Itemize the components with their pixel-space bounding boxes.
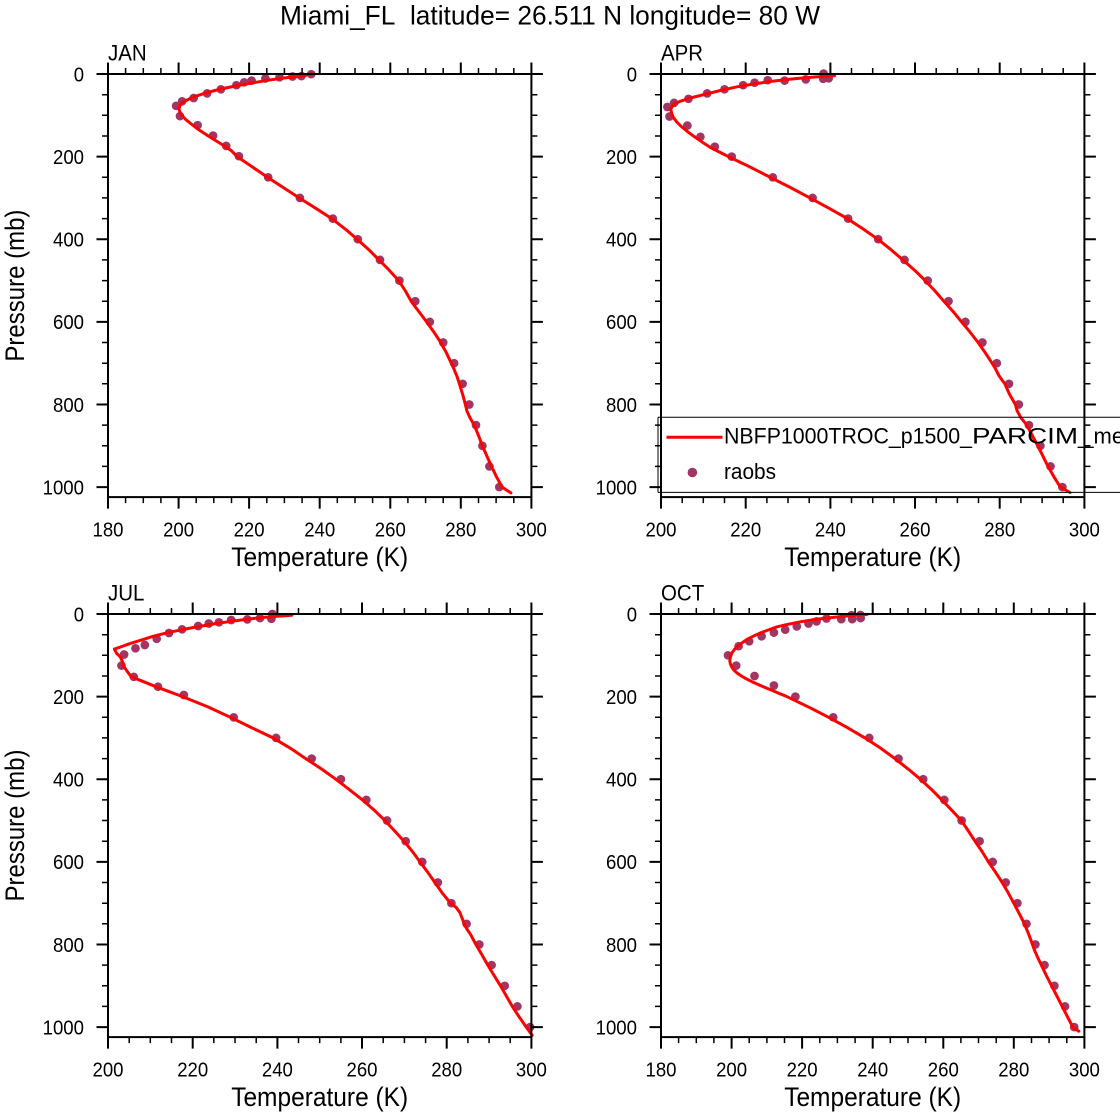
svg-text:Pressure (mb): Pressure (mb) (0, 750, 30, 902)
svg-text:OCT: OCT (661, 581, 704, 606)
svg-text:200: 200 (93, 1060, 124, 1082)
svg-text:1000: 1000 (596, 1017, 637, 1039)
svg-text:400: 400 (53, 770, 84, 792)
svg-text:260: 260 (375, 520, 406, 542)
svg-text:300: 300 (1069, 1060, 1100, 1082)
svg-text:NBFP1000TROC_p1500_: NBFP1000TROC_p1500_ (724, 423, 973, 448)
svg-text:280: 280 (445, 520, 476, 542)
svg-text:240: 240 (262, 1060, 293, 1082)
svg-text:200: 200 (53, 147, 84, 169)
svg-text:200: 200 (606, 687, 637, 709)
svg-text:600: 600 (606, 312, 637, 334)
svg-text:220: 220 (787, 1060, 818, 1082)
svg-text:260: 260 (900, 520, 931, 542)
svg-text:800: 800 (606, 395, 637, 417)
svg-text:1000: 1000 (43, 477, 84, 499)
svg-text:600: 600 (53, 312, 84, 334)
svg-text:Pressure (mb): Pressure (mb) (0, 210, 30, 362)
svg-text:280: 280 (998, 1060, 1029, 1082)
svg-text:600: 600 (53, 852, 84, 874)
svg-text:mem000: mem000 (1094, 423, 1120, 448)
svg-text:240: 240 (304, 520, 335, 542)
svg-text:300: 300 (1069, 520, 1100, 542)
svg-text:200: 200 (163, 520, 194, 542)
svg-text:200: 200 (606, 147, 637, 169)
svg-text:JUL: JUL (108, 581, 144, 606)
svg-text:0: 0 (627, 604, 637, 626)
svg-text:0: 0 (74, 64, 84, 86)
svg-text:300: 300 (516, 520, 547, 542)
svg-text:240: 240 (857, 1060, 888, 1082)
svg-text:240: 240 (815, 520, 846, 542)
svg-text:220: 220 (730, 520, 761, 542)
svg-text:280: 280 (431, 1060, 462, 1082)
svg-text:Temperature (K): Temperature (K) (231, 1082, 408, 1112)
svg-text:1000: 1000 (43, 1017, 84, 1039)
svg-text:400: 400 (53, 230, 84, 252)
svg-text:800: 800 (53, 395, 84, 417)
svg-text:600: 600 (606, 852, 637, 874)
svg-text:Miami_FL latitude= 26.511 N l: Miami_FL latitude= 26.511 N longitude= 8… (280, 0, 820, 30)
svg-text:200: 200 (646, 520, 677, 542)
svg-text:JAN: JAN (108, 41, 147, 66)
svg-text:180: 180 (646, 1060, 677, 1082)
svg-text:1000: 1000 (596, 477, 637, 499)
svg-text:220: 220 (177, 1060, 208, 1082)
svg-text:800: 800 (53, 935, 84, 957)
svg-text:Temperature (K): Temperature (K) (784, 542, 961, 572)
svg-text:400: 400 (606, 770, 637, 792)
svg-text:280: 280 (984, 520, 1015, 542)
svg-text:raobs: raobs (724, 459, 776, 484)
svg-text:260: 260 (928, 1060, 959, 1082)
svg-text:180: 180 (93, 520, 124, 542)
svg-text:APR: APR (661, 41, 703, 66)
svg-text:220: 220 (234, 520, 265, 542)
svg-text:0: 0 (627, 64, 637, 86)
svg-text:0: 0 (74, 604, 84, 626)
svg-text:PARCIM_: PARCIM_ (972, 423, 1094, 448)
svg-text:800: 800 (606, 935, 637, 957)
svg-text:260: 260 (347, 1060, 378, 1082)
svg-text:200: 200 (716, 1060, 747, 1082)
svg-text:200: 200 (53, 687, 84, 709)
svg-text:300: 300 (516, 1060, 547, 1082)
svg-text:Temperature (K): Temperature (K) (784, 1082, 961, 1112)
svg-text:400: 400 (606, 230, 637, 252)
svg-text:Temperature (K): Temperature (K) (231, 542, 408, 572)
